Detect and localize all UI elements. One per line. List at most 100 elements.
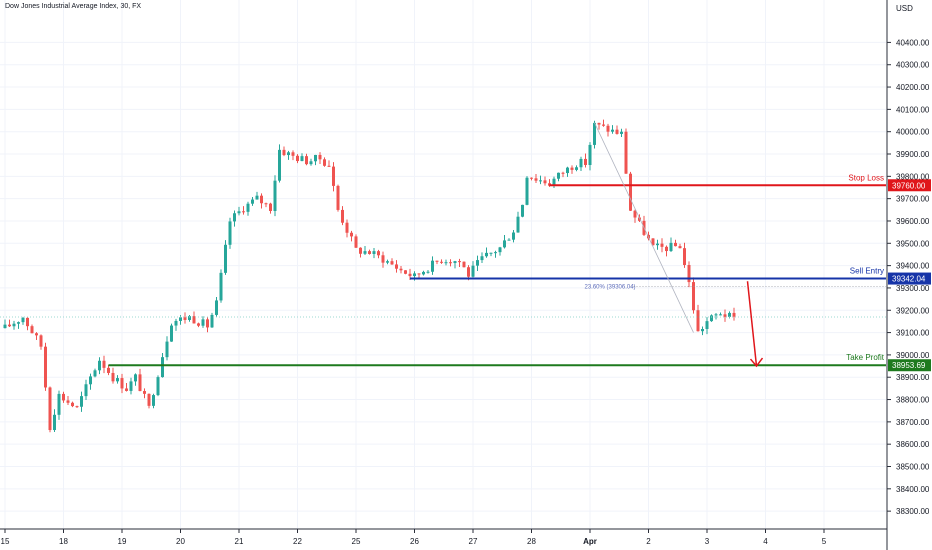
x-tick-label: 25 (352, 537, 361, 546)
candle-body (161, 357, 164, 378)
candle-body (503, 240, 506, 248)
candle-body (111, 372, 115, 382)
y-tick-label: 39600.00 (896, 217, 930, 226)
x-tick-label: 4 (763, 537, 768, 546)
sell-entry-name: Sell Entry (850, 267, 884, 276)
candle-body (584, 158, 587, 165)
candle-body (728, 312, 731, 317)
y-tick-label: 40200.00 (896, 83, 930, 92)
currency-label[interactable]: USD (896, 4, 913, 13)
candle-body (314, 154, 317, 162)
candle-body (260, 195, 263, 204)
candle-body (467, 267, 470, 277)
candle-body (98, 360, 101, 371)
y-tick-label: 40100.00 (896, 105, 930, 114)
chart-title: Dow Jones Industrial Average Index, 30, … (5, 3, 142, 10)
candle-body (543, 180, 547, 184)
y-tick-label: 39700.00 (896, 195, 930, 204)
candle-body (152, 395, 155, 406)
x-tick-label: 3 (705, 537, 710, 546)
candle-body (354, 236, 358, 248)
y-tick-label: 38400.00 (896, 485, 930, 494)
candle-body (449, 262, 452, 264)
candle-body (530, 177, 533, 179)
candle-body (219, 272, 223, 301)
candle-body (246, 203, 250, 212)
candle-body (165, 341, 169, 358)
candle-body (66, 400, 70, 403)
candle-body (507, 239, 511, 241)
candle-body (710, 315, 713, 322)
take-profit-name: Take Profit (846, 353, 885, 362)
candle-body (602, 124, 605, 126)
y-tick-label: 38900.00 (896, 373, 930, 382)
candle-body (170, 325, 173, 342)
candle-body (453, 261, 457, 264)
candle-body (84, 384, 88, 397)
candle-body (147, 393, 151, 406)
candle-body (138, 374, 142, 392)
candle-body (579, 158, 583, 168)
candle-body (8, 324, 11, 327)
price-axis[interactable]: 38300.00 38400.00 38500.00 38600.00 38700.00… (886, 0, 930, 550)
candles (3, 119, 736, 433)
candle-body (674, 242, 677, 247)
fib-trendline (594, 122, 694, 333)
candle-body (237, 211, 241, 214)
candle-body (588, 144, 592, 165)
candle-body (570, 167, 574, 170)
x-tick-label: 26 (410, 537, 419, 546)
time-axis[interactable]: 15 18 19 20 21 22 25 26 27 28 Apr 2 3 4 5 (0, 528, 887, 546)
take-profit-price-tag (888, 359, 931, 372)
candle-body (575, 167, 578, 170)
candle-body (381, 255, 385, 263)
candle-body (192, 316, 196, 324)
candle-body (287, 152, 290, 156)
candle-body (350, 232, 353, 237)
candle-body (426, 271, 430, 273)
candle-body (404, 270, 407, 274)
candle-body (197, 323, 200, 326)
candle-body (678, 246, 682, 249)
candle-body (75, 406, 79, 408)
candle-body (611, 129, 614, 132)
candle-body (233, 213, 236, 222)
candle-body (714, 314, 718, 316)
candle-body (309, 161, 313, 165)
candle-body (102, 360, 106, 368)
y-tick-label: 39400.00 (896, 262, 930, 271)
fib-level-label: 23.60% (39306.04) (585, 285, 636, 291)
candle-body (660, 243, 664, 247)
sell-entry-price-label: 39342.04 (892, 275, 926, 284)
candle-body (116, 378, 119, 382)
candle-body (701, 329, 704, 332)
y-tick-label: 38600.00 (896, 440, 930, 449)
candle-body (413, 273, 416, 277)
candle-body (62, 393, 65, 401)
candle-body (296, 155, 299, 162)
candle-body (566, 167, 569, 174)
candle-body (336, 185, 340, 210)
candle-body (12, 323, 16, 327)
target-arrow-head (749, 357, 764, 368)
candle-body (615, 129, 619, 134)
candle-body (629, 173, 632, 211)
candle-body (359, 247, 362, 254)
candle-body (107, 367, 110, 373)
candle-body (89, 376, 92, 385)
candle-body (71, 402, 74, 407)
candle-body (206, 319, 209, 328)
candle-body (215, 300, 218, 315)
candle-body (386, 261, 389, 263)
candle-body (557, 172, 560, 179)
candle-body (485, 252, 488, 257)
candle-body (179, 317, 182, 321)
candle-body (39, 335, 43, 347)
candle-body (516, 216, 520, 233)
candle-body (377, 251, 380, 256)
candle-body (683, 248, 686, 265)
candle-body (638, 217, 641, 221)
y-tick-label: 39100.00 (896, 329, 930, 338)
